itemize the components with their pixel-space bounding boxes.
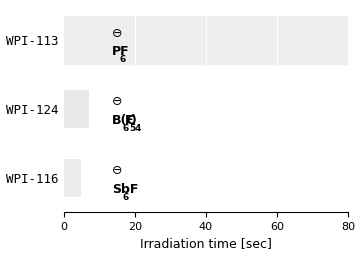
Bar	[64, 16, 348, 64]
Bar	[64, 21, 277, 59]
Text: 6: 6	[123, 193, 129, 202]
Bar	[64, 90, 88, 128]
Text: ⊖: ⊖	[112, 95, 122, 109]
Text: ⊖: ⊖	[112, 164, 122, 177]
X-axis label: Irradiation time [sec]: Irradiation time [sec]	[140, 238, 272, 250]
Text: B(C: B(C	[112, 114, 136, 127]
Text: 5: 5	[129, 124, 135, 133]
Text: ): )	[131, 114, 137, 127]
Text: ⊖: ⊖	[112, 27, 122, 40]
Text: 6: 6	[123, 124, 129, 133]
Text: F: F	[125, 114, 134, 127]
Bar	[64, 159, 82, 197]
Text: 6: 6	[119, 55, 125, 64]
Text: SbF: SbF	[112, 183, 138, 196]
Text: PF: PF	[112, 45, 129, 58]
Text: 4: 4	[135, 124, 141, 133]
